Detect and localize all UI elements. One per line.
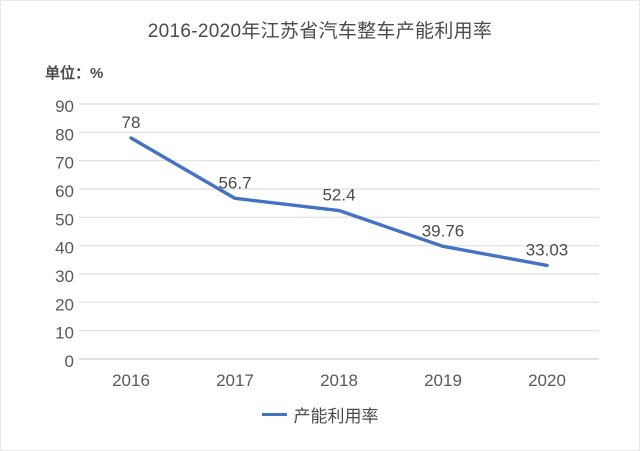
legend-series-label: 产能利用率: [293, 406, 379, 426]
data-point-label: 39.76: [422, 221, 465, 240]
x-tick-label: 2017: [216, 371, 254, 390]
series-line-capacity-utilization: [129, 136, 549, 268]
y-tick-label: 40: [55, 239, 74, 258]
y-tick-label: 70: [55, 154, 74, 173]
y-tick-label: 80: [55, 125, 74, 144]
legend-line-swatch: [261, 412, 287, 416]
legend: 产能利用率: [1, 402, 639, 426]
y-tick-label: 0: [65, 352, 74, 371]
y-axis-unit-label: 单位：%: [45, 65, 104, 82]
y-tick-label: 90: [55, 97, 74, 116]
x-tick-label: 2016: [112, 371, 150, 390]
x-tick-label: 2020: [528, 371, 566, 390]
y-tick-label: 20: [55, 295, 74, 314]
data-point-label: 52.4: [322, 186, 355, 205]
x-tick-label: 2019: [424, 371, 462, 390]
x-tick-label: 2018: [320, 371, 358, 390]
data-point-label: 56.7: [218, 173, 251, 192]
y-tick-label: 60: [55, 182, 74, 201]
chart-title: 2016-2020年江苏省汽车整车产能利用率: [147, 21, 493, 42]
data-point-label: 78: [122, 113, 141, 132]
y-tick-label: 50: [55, 210, 74, 229]
data-point-label: 33.03: [526, 240, 569, 259]
y-tick-label: 30: [55, 267, 74, 286]
y-tick-label: 10: [55, 324, 74, 343]
